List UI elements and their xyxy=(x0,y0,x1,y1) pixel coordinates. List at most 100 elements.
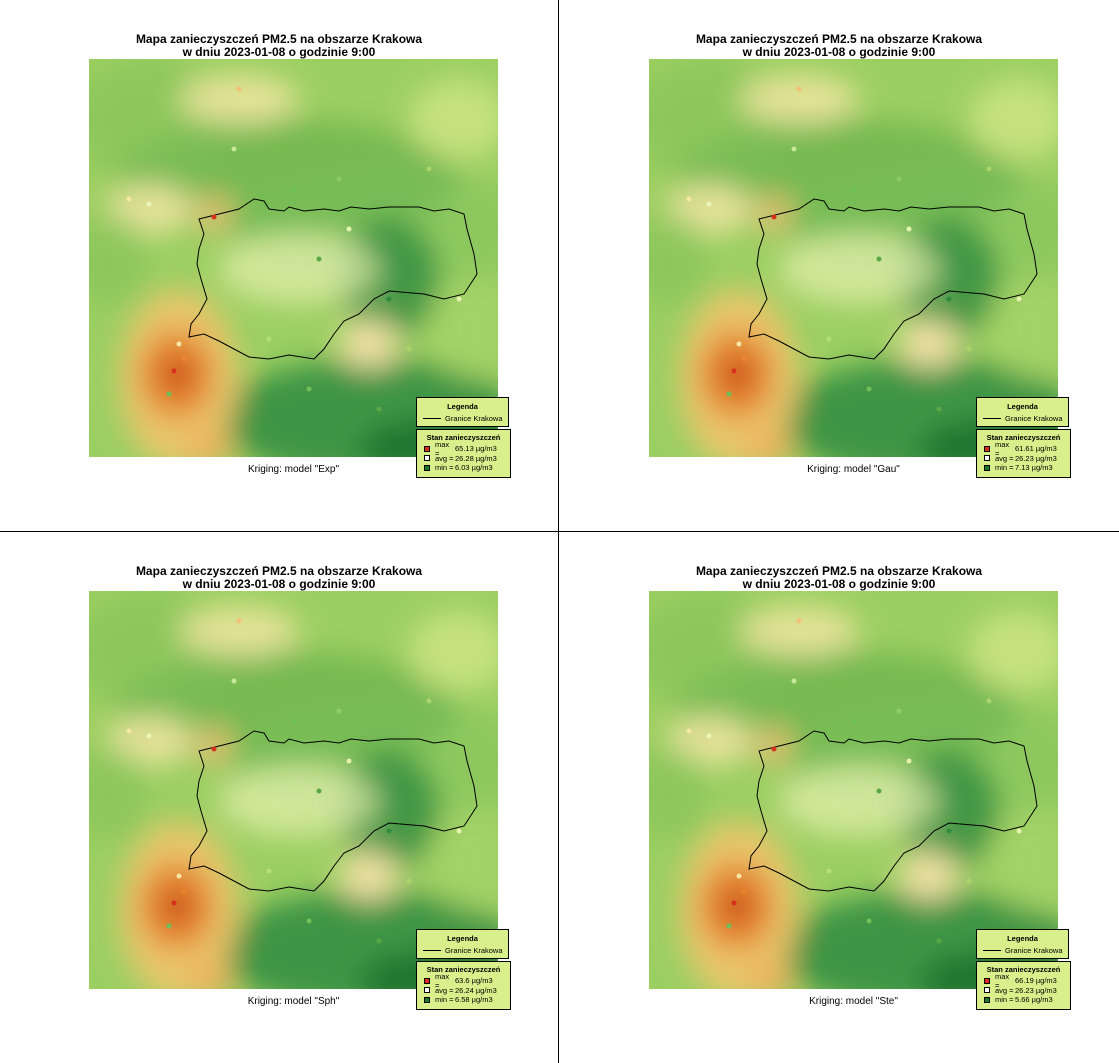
boundary-line-icon xyxy=(423,950,441,951)
map-subtitle: w dniu 2023-01-08 o godzinie 9:00 xyxy=(182,577,376,591)
surface-zone xyxy=(747,429,791,457)
sensor-point xyxy=(986,166,992,172)
sensor-point xyxy=(236,618,242,624)
legend-boundary-box: Legenda Granice Krakowa xyxy=(416,929,509,959)
surface-zone xyxy=(339,851,399,901)
sensor-point xyxy=(741,888,747,894)
avg-label: avg = xyxy=(435,453,454,463)
surface-zone xyxy=(747,961,791,989)
model-caption: Kriging: model "Gau" xyxy=(807,464,900,475)
sensor-point xyxy=(906,758,912,764)
surface-zone xyxy=(429,811,498,911)
sensor-point xyxy=(306,386,312,392)
kriging-map xyxy=(89,59,498,457)
sensor-point xyxy=(386,296,392,302)
sensor-point xyxy=(316,256,322,262)
kriging-map xyxy=(649,59,1058,457)
max-value: 66.19 µg/m3 xyxy=(1015,976,1057,986)
max-value: 65.13 µg/m3 xyxy=(455,444,497,454)
surface-zone xyxy=(89,741,149,841)
sensor-point xyxy=(336,176,342,182)
kriging-map xyxy=(89,591,498,989)
min-swatch-icon xyxy=(984,996,990,1003)
sensor-point xyxy=(796,618,802,624)
sensor-point xyxy=(426,698,432,704)
sensor-point xyxy=(211,746,217,752)
model-caption: Kriging: model "Sph" xyxy=(247,996,340,1007)
max-swatch-icon xyxy=(424,445,430,452)
max-label: max = xyxy=(435,439,450,458)
sensor-point xyxy=(146,201,152,207)
sensor-point xyxy=(686,196,692,202)
sensor-point xyxy=(316,788,322,794)
max-swatch-icon xyxy=(984,445,990,452)
min-label: min = xyxy=(995,995,1014,1005)
surface-zone xyxy=(779,766,939,836)
legend-boundary-label: Granice Krakowa xyxy=(1005,946,1063,955)
sensor-point xyxy=(946,296,952,302)
sensor-point xyxy=(171,900,177,906)
sensor-point xyxy=(986,698,992,704)
sensor-point xyxy=(771,214,777,220)
sensor-point xyxy=(1016,296,1022,302)
avg-value: 26.23 µg/m3 xyxy=(1015,985,1057,995)
min-value: 7.13 µg/m3 xyxy=(1015,463,1053,473)
legend-boundary-box: Legenda Granice Krakowa xyxy=(976,397,1069,427)
status-title: Stan zanieczyszczeń xyxy=(426,433,501,442)
map-title: Mapa zanieczyszczeń PM2.5 na obszarze Kr… xyxy=(695,32,983,46)
krakow-boundary xyxy=(748,198,1038,360)
model-caption: Kriging: model "Exp" xyxy=(247,464,340,475)
sensor-point xyxy=(896,708,902,714)
sensor-point xyxy=(866,386,872,392)
status-title: Stan zanieczyszczeń xyxy=(986,965,1061,974)
legend-boundary-label: Granice Krakowa xyxy=(445,946,503,955)
sensor-point xyxy=(706,733,712,739)
avg-swatch-icon xyxy=(984,455,990,462)
surface-zone xyxy=(719,886,755,926)
avg-value: 26.24 µg/m3 xyxy=(455,985,497,995)
sensor-point xyxy=(826,868,832,874)
sensor-point xyxy=(851,718,857,724)
surface-zone xyxy=(739,74,859,124)
sensor-point xyxy=(946,828,952,834)
status-title: Stan zanieczyszczeń xyxy=(986,433,1061,442)
boundary-line-icon xyxy=(983,418,1001,419)
map-subtitle: w dniu 2023-01-08 o godzinie 9:00 xyxy=(742,45,936,59)
sensor-point xyxy=(406,346,412,352)
sensor-point xyxy=(731,900,737,906)
min-swatch-icon xyxy=(424,464,430,471)
surface-zone xyxy=(196,728,232,764)
surface-zone xyxy=(409,79,498,159)
max-label: max = xyxy=(435,971,450,990)
sensor-point xyxy=(176,873,182,879)
surface-zone xyxy=(159,354,195,394)
legend-title: Legenda xyxy=(1007,934,1038,943)
max-label: max = xyxy=(995,439,1010,458)
surface-zone xyxy=(779,234,939,304)
min-value: 6.03 µg/m3 xyxy=(455,463,493,473)
model-caption: Kriging: model "Ste" xyxy=(809,996,898,1007)
sensor-point xyxy=(876,788,882,794)
sensor-point xyxy=(426,166,432,172)
boundary-line-icon xyxy=(983,950,1001,951)
sensor-point xyxy=(736,341,742,347)
sensor-point xyxy=(126,196,132,202)
legend-title: Legenda xyxy=(447,402,478,411)
sensor-point xyxy=(181,888,187,894)
sensor-point xyxy=(726,923,732,929)
sensor-point xyxy=(166,923,172,929)
pollution-surface xyxy=(89,59,498,457)
kriging-map xyxy=(649,591,1058,989)
sensor-point xyxy=(796,86,802,92)
legend-boundary-label: Granice Krakowa xyxy=(445,414,503,423)
avg-value: 26.28 µg/m3 xyxy=(455,453,497,463)
surface-zone xyxy=(429,279,498,379)
surface-zone xyxy=(409,611,498,691)
max-label: max = xyxy=(995,971,1010,990)
sensor-point xyxy=(851,186,857,192)
legend-title: Legenda xyxy=(447,934,478,943)
horizontal-divider xyxy=(0,531,1119,532)
surface-zone xyxy=(756,728,792,764)
sensor-point xyxy=(771,746,777,752)
sensor-point xyxy=(896,176,902,182)
